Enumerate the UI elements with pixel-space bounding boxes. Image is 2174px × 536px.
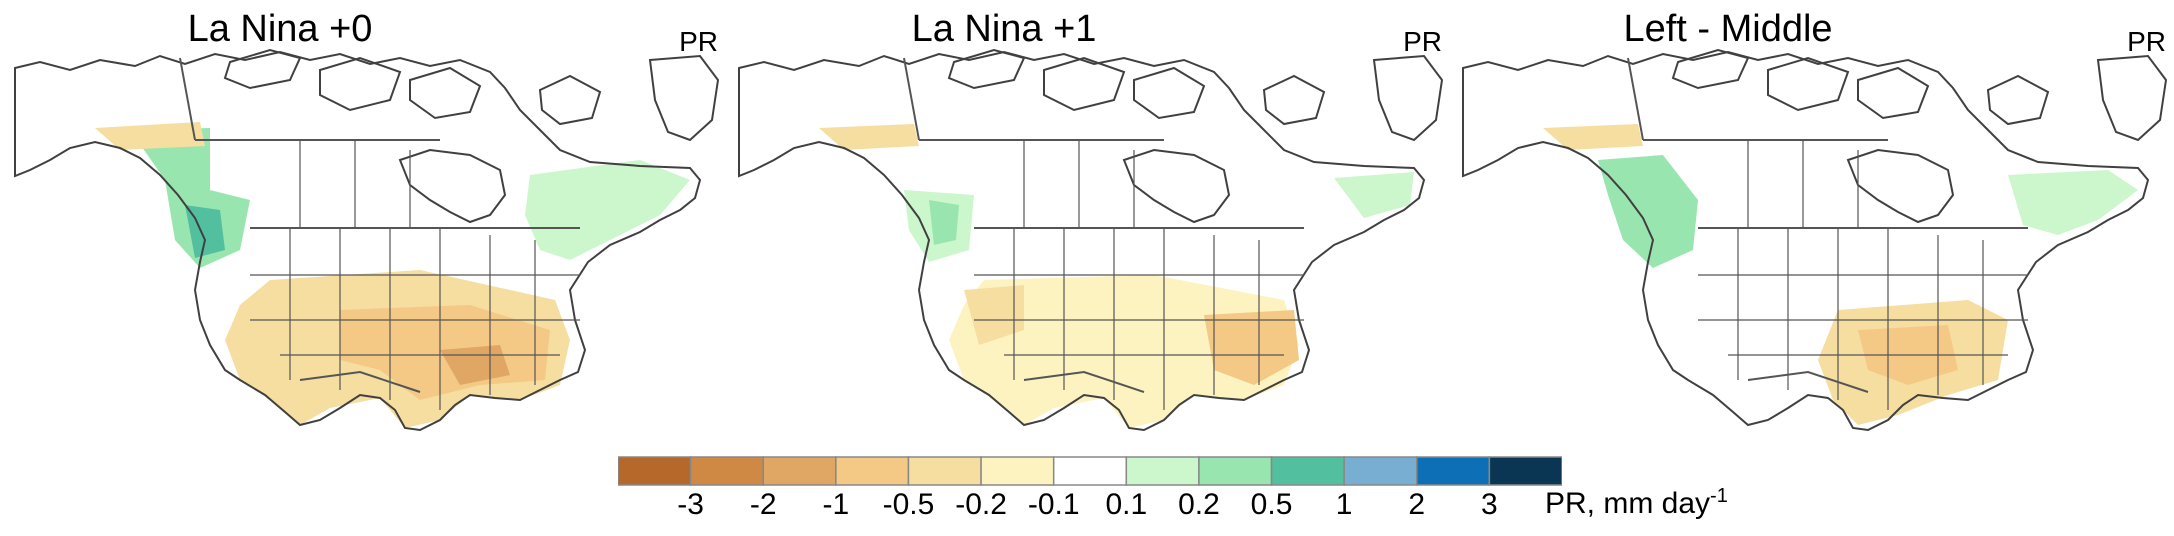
anomaly-shading [1543, 124, 2138, 425]
wet-region-northeast [2008, 170, 2138, 235]
colorbar-segment [835, 456, 910, 486]
colorbar-tick-label: -1 [822, 488, 850, 521]
map-panel-1: La Nina +0 PR [0, 0, 724, 440]
colorbar-tick-label: -3 [677, 488, 704, 521]
units-text: PR, mm day [1545, 487, 1711, 520]
wet-region-northeast [525, 160, 690, 260]
dry-region-alaska [819, 124, 919, 150]
panel-title: Left - Middle [1623, 8, 1833, 50]
colorbar-tick-label: 1 [1335, 488, 1353, 521]
wet-core-northwest [929, 200, 959, 245]
colorbar-segment [1198, 456, 1273, 486]
map-1 [14, 49, 719, 431]
colorbar-tick-label: 0.5 [1250, 488, 1293, 521]
colorbar-segment [618, 456, 692, 486]
anomaly-shading [95, 122, 690, 428]
colorbar-segment [762, 456, 837, 486]
panel-title: La Nina +1 [911, 8, 1097, 50]
map-panel-3: Left - Middle PR [1448, 0, 2172, 440]
colorbar-units: PR, mm day-1 [1545, 485, 1728, 521]
colorbar-segment [1052, 456, 1128, 486]
dry-region-south [949, 275, 1299, 428]
variable-label: PR [1403, 26, 1442, 57]
dry-core-southwest [964, 285, 1024, 345]
map-2 [738, 49, 1443, 431]
colorbar-tick-label: -2 [749, 488, 777, 521]
dry-region-alaska [95, 122, 205, 150]
colorbar-tick-label: -0.5 [882, 488, 935, 521]
map-panel-2: La Nina +1 PR [724, 0, 1448, 440]
units-exponent: -1 [1710, 485, 1728, 507]
wet-region-northwest [130, 128, 250, 268]
colorbar-tick-label: 0.2 [1178, 488, 1220, 521]
variable-label: PR [2127, 26, 2166, 57]
colorbar-segment [1125, 456, 1200, 486]
colorbar-tick-label: 2 [1408, 488, 1426, 521]
panel-title: La Nina +0 [187, 8, 373, 50]
wet-region-northwest [1598, 155, 1698, 268]
colorbar-tick-label: -0.1 [1027, 488, 1080, 521]
dry-core-southeast [1204, 310, 1299, 385]
colorbar-segment [980, 456, 1055, 486]
anomaly-shading [819, 124, 1414, 428]
variable-label: PR [679, 26, 718, 57]
colorbar-segment [1416, 456, 1491, 486]
colorbar-tick-label: 0.1 [1105, 488, 1148, 521]
colorbar-segment [1488, 456, 1562, 486]
colorbar-segment [1270, 456, 1345, 486]
wet-region-northeast [1334, 172, 1414, 218]
colorbar-segment [907, 456, 982, 486]
colorbar [618, 456, 1562, 486]
dry-region-alaska [1543, 124, 1643, 150]
colorbar-tick-label: -0.2 [955, 488, 1007, 521]
map-3 [1462, 49, 2167, 431]
colorbar-segment [689, 456, 764, 486]
colorbar-tick-label: 3 [1481, 488, 1498, 521]
colorbar-segment [1343, 456, 1418, 486]
